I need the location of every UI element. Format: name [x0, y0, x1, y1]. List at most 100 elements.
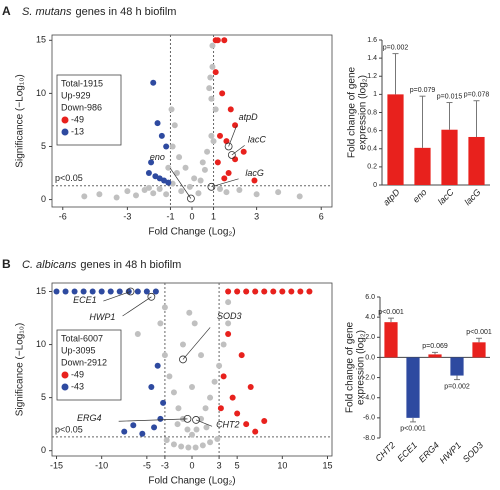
data-point: [158, 132, 165, 139]
data-point: [134, 288, 141, 295]
data-point: [243, 288, 250, 295]
data-point: [247, 384, 254, 391]
data-point: [279, 288, 286, 295]
data-point: [143, 288, 150, 295]
y-tick-label: 0.4: [367, 146, 377, 153]
data-point: [217, 132, 223, 139]
data-point: [216, 362, 223, 369]
data-point: [221, 175, 228, 182]
data-point: [154, 362, 161, 369]
data-point: [261, 288, 268, 295]
y-axis-label: Fold change of gene: [345, 321, 356, 413]
data-point: [219, 90, 226, 97]
data-point: [96, 191, 103, 198]
data-point: [81, 193, 88, 200]
annotation-label: SOD3: [217, 311, 242, 321]
panel-label: B: [2, 257, 11, 271]
data-point: [165, 179, 172, 186]
annotation-marker: [207, 182, 216, 191]
data-point: [145, 184, 152, 191]
annotation-marker: [147, 292, 156, 301]
data-point: [150, 190, 157, 197]
data-point: [212, 106, 219, 113]
annotation-label: ERG4: [77, 413, 102, 423]
x-tick-label: CHT2: [373, 440, 397, 464]
legend-marker: [61, 371, 69, 379]
legend-summary: Down-2912: [61, 357, 107, 367]
y-axis-label: Significance (−Log₁₀): [15, 74, 26, 167]
data-point: [71, 288, 78, 295]
data-point: [207, 74, 214, 81]
data-point: [225, 330, 232, 337]
data-point: [166, 373, 173, 380]
data-point: [161, 304, 168, 311]
y-tick-label: -2.0: [363, 374, 375, 381]
data-point: [175, 405, 182, 412]
x-axis-label: Fold Change (Log₂): [148, 476, 235, 487]
data-point: [234, 410, 241, 417]
data-point: [225, 299, 232, 306]
threshold-label: p<0.05: [55, 173, 83, 183]
data-point: [214, 37, 221, 44]
data-point: [130, 422, 137, 429]
data-point: [161, 352, 168, 359]
legend-summary: Total-1915: [61, 78, 103, 88]
data-point: [206, 85, 213, 92]
data-point: [238, 352, 245, 359]
title-text: genes in 48 h biofilm: [80, 259, 181, 271]
data-point: [297, 288, 304, 295]
data-point: [195, 190, 202, 197]
threshold-label: p<0.05: [55, 424, 83, 434]
annotation-leader: [211, 178, 239, 188]
bar: [384, 322, 398, 358]
y-tick-label: 0: [373, 182, 377, 189]
annotation-leader: [195, 419, 213, 427]
data-point: [203, 424, 210, 431]
x-tick-label: eno: [411, 187, 429, 205]
y-tick-label: 0.6: [367, 127, 377, 134]
data-point: [193, 426, 200, 433]
legend-label: -49: [71, 114, 84, 124]
data-point: [252, 288, 259, 295]
data-point: [179, 341, 186, 348]
data-point: [113, 194, 120, 201]
data-point: [192, 444, 199, 451]
data-point: [176, 154, 183, 161]
data-point: [270, 288, 277, 295]
data-point: [163, 143, 170, 150]
bar: [414, 147, 431, 185]
data-point: [189, 431, 195, 438]
data-point: [163, 191, 170, 198]
chart-title: S. mutans genes in 48 h biofilm: [22, 6, 176, 18]
data-point: [178, 443, 185, 450]
x-tick-label: 10: [277, 460, 287, 470]
data-point: [208, 132, 215, 139]
x-tick-label: atpD: [381, 187, 402, 208]
data-point: [261, 417, 268, 424]
data-point: [134, 330, 141, 337]
x-tick-label: lacC: [436, 187, 456, 207]
annotation-leader: [118, 418, 188, 422]
legend-summary: Total-6007: [61, 333, 103, 343]
bar: [387, 94, 404, 185]
data-point: [152, 288, 159, 295]
legend-marker: [61, 128, 69, 136]
data-point: [150, 79, 157, 86]
data-point: [232, 156, 239, 163]
data-point: [251, 177, 258, 184]
data-point: [148, 159, 155, 166]
data-point: [182, 164, 189, 171]
data-point: [191, 175, 198, 182]
data-point: [210, 138, 217, 145]
data-point: [184, 426, 191, 433]
title-text: genes in 48 h biofilm: [76, 6, 177, 18]
data-point: [124, 188, 131, 195]
data-point: [212, 69, 219, 76]
annotation-marker: [126, 287, 135, 296]
legend-summary: Up-3095: [61, 345, 96, 355]
data-point: [243, 421, 250, 428]
x-tick-label: 3: [254, 211, 259, 221]
data-point: [204, 148, 211, 155]
data-point: [234, 288, 241, 295]
y-tick-label: 0: [41, 445, 46, 455]
